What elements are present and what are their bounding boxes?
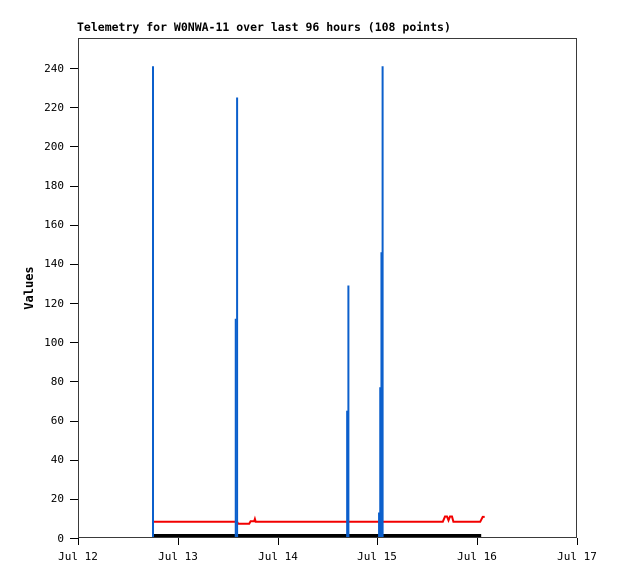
- y-tick-label: 180: [44, 179, 64, 192]
- y-tick: [70, 68, 78, 69]
- y-tick-label: 160: [44, 218, 64, 231]
- red-telemetry-channel-line: [153, 515, 485, 525]
- y-tick-label: 140: [44, 257, 64, 270]
- x-tick: [178, 538, 179, 545]
- x-tick-label: Jul 15: [357, 550, 397, 563]
- x-tick-label: Jul 16: [457, 550, 497, 563]
- y-tick: [70, 460, 78, 461]
- plot-svg: [152, 66, 485, 537]
- y-tick-label: 60: [50, 414, 64, 427]
- y-tick-label: 80: [50, 375, 64, 388]
- y-tick: [70, 303, 78, 304]
- x-tick: [477, 538, 478, 545]
- y-tick-label: 20: [50, 492, 64, 505]
- y-tick: [70, 342, 78, 343]
- y-tick: [70, 538, 78, 539]
- x-tick: [78, 538, 79, 545]
- y-tick-label: 220: [44, 101, 64, 114]
- y-tick: [70, 264, 78, 265]
- y-tick: [70, 225, 78, 226]
- y-tick-label: 100: [44, 336, 64, 349]
- x-tick: [377, 538, 378, 545]
- y-tick-label: 240: [44, 62, 64, 75]
- chart-title: Telemetry for W0NWA-11 over last 96 hour…: [77, 20, 451, 34]
- x-tick-label: Jul 14: [258, 550, 298, 563]
- y-tick: [70, 146, 78, 147]
- x-tick: [577, 538, 578, 545]
- y-tick-label: 40: [50, 453, 64, 466]
- y-tick: [70, 381, 78, 382]
- y-tick: [70, 107, 78, 108]
- x-tick-label: Jul 17: [557, 550, 597, 563]
- y-tick: [70, 421, 78, 422]
- x-tick: [278, 538, 279, 545]
- y-tick: [70, 499, 78, 500]
- x-tick-label: Jul 13: [158, 550, 198, 563]
- y-tick: [70, 186, 78, 187]
- x-tick-label: Jul 12: [58, 550, 98, 563]
- y-tick-label: 120: [44, 297, 64, 310]
- y-tick-label: 0: [57, 532, 64, 545]
- y-tick-label: 200: [44, 140, 64, 153]
